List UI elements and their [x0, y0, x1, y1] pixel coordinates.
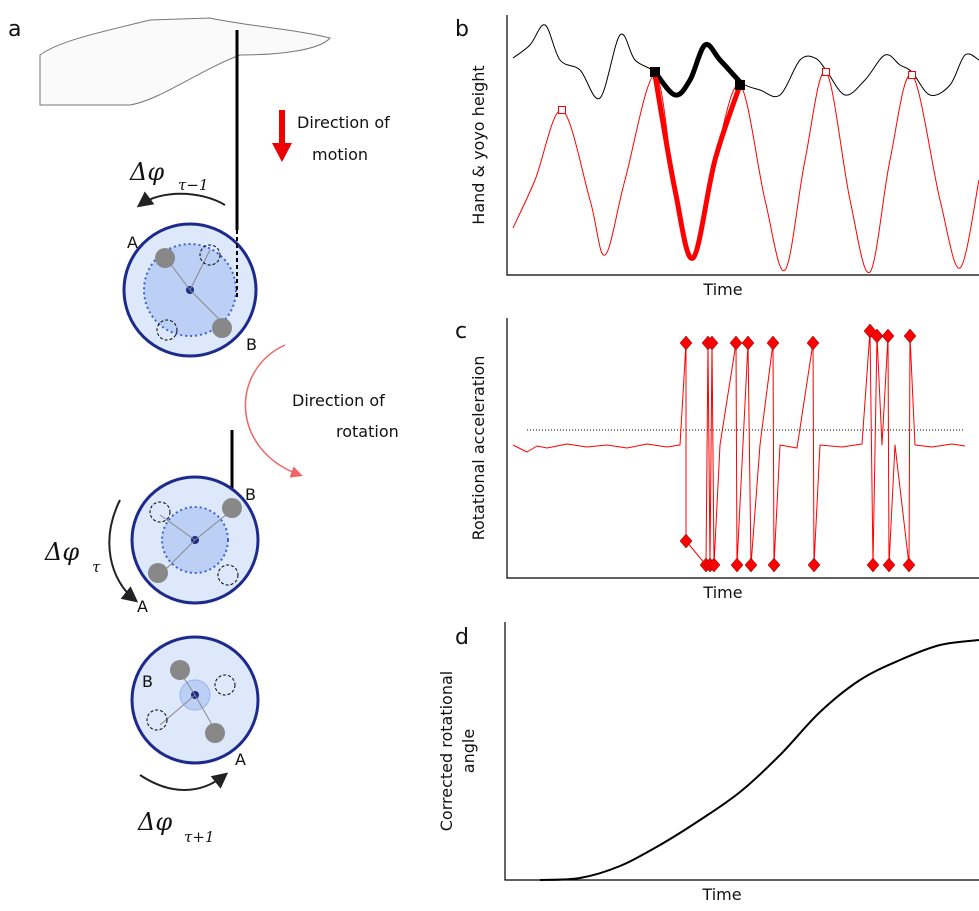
data-line [512, 24, 979, 100]
y-axis-label: Rotational acceleration [469, 356, 488, 541]
mark [149, 501, 171, 523]
diamond-marker [881, 328, 895, 344]
panel-label: a [8, 17, 21, 42]
rotation-label: Direction of [292, 391, 385, 410]
delta-subscript: τ−1 [178, 176, 208, 194]
diagram [39, 17, 331, 791]
point-label: A [137, 597, 148, 616]
mark [146, 709, 168, 731]
square-marker [735, 80, 745, 90]
mark [170, 660, 190, 680]
diamond-marker [741, 335, 755, 351]
x-axis-label: Time [702, 583, 742, 602]
motion-arrow-head [272, 143, 292, 162]
square-marker [908, 71, 916, 79]
rotation-arc [108, 499, 139, 603]
rotation-arrow [244, 344, 303, 478]
square-marker [558, 106, 566, 114]
diamond-marker [870, 328, 884, 344]
panel-label: d [455, 625, 469, 650]
mark [155, 248, 175, 268]
panel-label: b [455, 17, 469, 42]
motion-label: Direction of [297, 113, 390, 132]
diamond-marker [767, 557, 781, 573]
y-axis-label: Corrected rotational [437, 671, 456, 831]
diamond-marker [744, 557, 758, 573]
diamond-marker [730, 557, 744, 573]
delta-label: Δφ [137, 808, 172, 836]
diamond-marker [729, 335, 743, 351]
point-label: B [142, 672, 153, 691]
y-axis-label: Hand & yoyo height [469, 65, 488, 224]
delta-subscript: τ [92, 558, 101, 576]
motion-label: motion [312, 145, 368, 164]
panel-label: c [455, 319, 467, 344]
mark [199, 244, 221, 266]
y-axis-label: angle [459, 729, 478, 773]
square-marker [822, 68, 830, 76]
diamond-marker [882, 557, 896, 573]
axes [504, 622, 979, 881]
point-label: B [245, 485, 256, 504]
diamond-marker [707, 557, 721, 573]
mark [222, 498, 242, 518]
axes [506, 318, 979, 579]
mark [217, 564, 239, 586]
diamond-marker [806, 335, 820, 351]
diamond-marker [766, 335, 780, 351]
delta-label: Δφ [44, 538, 79, 566]
x-axis-label: Time [702, 280, 742, 299]
diamond-marker [679, 533, 693, 549]
rotation-arc [136, 191, 226, 208]
rotation-arc [139, 772, 229, 791]
delta-label: Δφ [129, 158, 164, 186]
diamond-marker [902, 557, 916, 573]
square-marker [650, 67, 660, 77]
rotation-label: rotation [336, 422, 399, 441]
delta-subscript: τ+1 [184, 828, 214, 846]
diamond-marker [807, 557, 821, 573]
data-line [652, 74, 743, 261]
point-label: A [235, 750, 246, 769]
diamond-marker [903, 328, 917, 344]
mark [148, 563, 168, 583]
point-label: A [127, 233, 138, 252]
diamond-marker [866, 557, 880, 573]
diamond-marker [705, 335, 719, 351]
point-label: B [246, 335, 257, 354]
mark [156, 319, 178, 341]
mark [205, 723, 225, 743]
mark [214, 674, 236, 696]
data-line [653, 42, 742, 98]
data-line [512, 330, 966, 566]
hand [39, 17, 331, 106]
mark [212, 318, 232, 338]
diamond-marker [679, 335, 693, 351]
axes [506, 15, 979, 276]
x-axis-label: Time [701, 885, 741, 904]
data-line [539, 639, 979, 881]
data-line [512, 71, 979, 274]
